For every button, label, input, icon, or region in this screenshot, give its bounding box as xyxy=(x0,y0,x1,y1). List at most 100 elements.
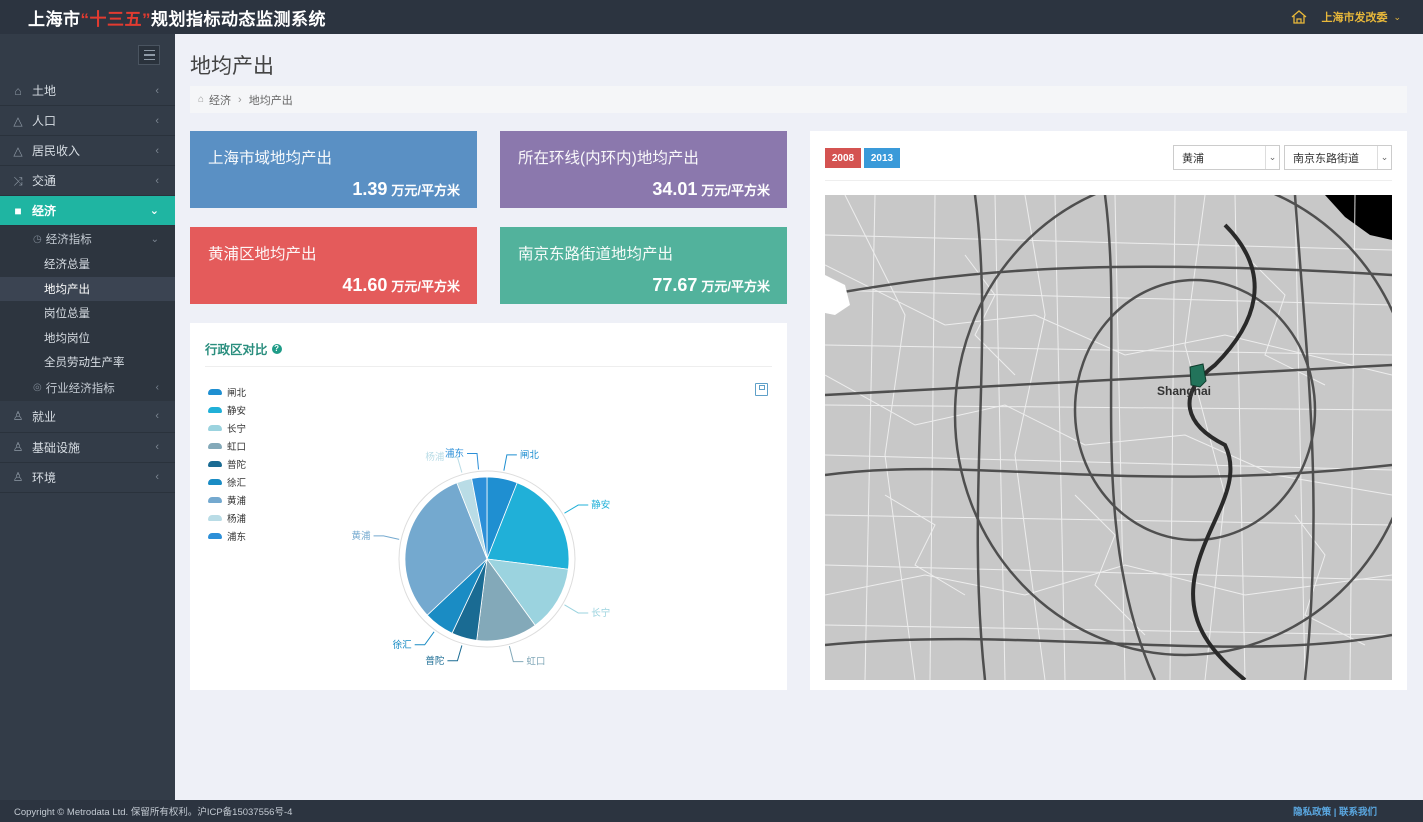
legend-swatch xyxy=(208,425,222,431)
pie-slice[interactable] xyxy=(486,558,569,626)
legend-item[interactable]: 虹口 xyxy=(208,437,246,455)
dashboard-icon: ◷ xyxy=(33,233,42,245)
sidebar-toggle-button[interactable] xyxy=(138,45,160,65)
bag-icon: △ xyxy=(13,113,23,128)
chevron-left-icon: ‹ xyxy=(155,471,159,483)
legend-label: 静安 xyxy=(227,406,247,417)
sidebar-item-land[interactable]: ⌂ 土地 ‹ xyxy=(0,76,175,106)
sidebar-item-label: 人口 xyxy=(32,114,57,128)
sidebar-item-employment[interactable]: ♙ 就业 ‹ xyxy=(0,401,175,433)
submenu-item-output-per-land[interactable]: 地均产出 xyxy=(0,276,175,301)
sidebar-item-population[interactable]: △ 人口 ‹ xyxy=(0,106,175,136)
panel-title: 行政区对比? xyxy=(205,339,282,358)
legend-label: 浦东 xyxy=(227,532,247,543)
stat-value: 77.67 xyxy=(652,275,698,295)
pie-slice[interactable] xyxy=(404,482,488,616)
chevron-left-icon: ‹ xyxy=(155,410,159,422)
chevron-right-icon: › xyxy=(238,93,242,106)
stat-card-city: 上海市域地均产出 1.39 万元/平方米 xyxy=(190,131,477,208)
pie-label: 静安 xyxy=(591,499,610,511)
legend-swatch xyxy=(208,533,222,539)
sidebar-item-label: 土地 xyxy=(32,84,57,98)
sidebar-item-environment[interactable]: ♙ 环境 ‹ xyxy=(0,463,175,493)
footer-links[interactable]: 隐私政策 | 联系我们 xyxy=(1293,807,1377,818)
user-name[interactable]: 上海市发改委 xyxy=(1321,12,1388,24)
submenu-item-jobs-total[interactable]: 岗位总量 xyxy=(44,308,90,321)
home-icon[interactable] xyxy=(1291,10,1307,24)
legend-label: 杨浦 xyxy=(227,514,247,525)
sidebar-item-label: 基础设施 xyxy=(32,440,81,455)
submenu-item-total[interactable]: 经济总量 xyxy=(44,259,90,272)
pie-leader-line xyxy=(414,631,435,646)
district-select[interactable]: 黄浦 ⌄ xyxy=(1173,145,1280,170)
year-button-2008[interactable]: 2008 xyxy=(825,148,861,168)
pie-leader-line xyxy=(467,452,480,470)
street-select-value: 南京东路街道 xyxy=(1293,152,1359,165)
page-title: 地均产出 xyxy=(190,55,274,78)
pie-slice[interactable] xyxy=(486,482,570,570)
legend-item[interactable]: 徐汇 xyxy=(208,473,246,491)
stat-title: 黄浦区地均产出 xyxy=(208,246,317,263)
pie-label: 闸北 xyxy=(520,449,540,461)
sidebar-item-label: 环境 xyxy=(32,470,57,485)
sidebar-item-label: 居民收入 xyxy=(32,144,81,158)
stat-value-row: 41.60 万元/平方米 xyxy=(342,275,460,296)
chevron-down-icon: ⌄ xyxy=(150,233,159,245)
stat-title: 所在环线(内环内)地均产出 xyxy=(518,150,699,167)
submenu-item-productivity[interactable]: 全员劳动生产率 xyxy=(44,357,125,370)
sidebar-item-traffic[interactable]: ⤨ 交通 ‹ xyxy=(0,166,175,196)
stat-card-district: 黄浦区地均产出 41.60 万元/平方米 xyxy=(190,227,477,304)
pie-label: 虹口 xyxy=(526,657,545,668)
sidebar-item-label: 交通 xyxy=(32,174,57,188)
sidebar-item-income[interactable]: △ 居民收入 ‹ xyxy=(0,136,175,166)
map-city-label: Shanghai xyxy=(1157,384,1211,398)
legend-label: 普陀 xyxy=(227,460,247,471)
chevron-left-icon: ‹ xyxy=(155,174,159,187)
breadcrumb-item[interactable]: 经济 xyxy=(209,94,232,107)
submenu-group-industry[interactable]: ◎ 行业经济指标 ‹ xyxy=(0,375,175,401)
district-map[interactable]: Shanghai xyxy=(825,195,1392,680)
pie-leader-line xyxy=(564,504,589,514)
user-icon: ♙ xyxy=(12,409,24,423)
legend-swatch xyxy=(208,407,222,413)
chevron-down-icon[interactable]: ⌄ xyxy=(1393,11,1401,22)
legend-item[interactable]: 杨浦 xyxy=(208,509,246,527)
stat-card-ring: 所在环线(内环内)地均产出 34.01 万元/平方米 xyxy=(500,131,787,208)
chevron-left-icon: ‹ xyxy=(155,441,159,453)
breadcrumb: ⌂ 经济 › 地均产出 xyxy=(190,86,1407,113)
submenu-group-economy-indicators[interactable]: ◷ 经济指标 ⌄ xyxy=(0,226,175,252)
pie-slice[interactable] xyxy=(476,557,536,642)
divider xyxy=(825,180,1392,181)
sidebar-item-economy[interactable]: ■ 经济 ⌄ xyxy=(0,196,175,226)
sidebar-item-label: 经济 xyxy=(32,204,57,218)
top-bar: 上海市“十三五”规划指标动态监测系统 上海市发改委 ⌄ xyxy=(0,0,1423,34)
legend-item[interactable]: 浦东 xyxy=(208,527,246,545)
submenu-item-jobs-per-land[interactable]: 地均岗位 xyxy=(44,332,90,345)
legend-item[interactable]: 普陀 xyxy=(208,455,246,473)
stat-value-row: 77.67 万元/平方米 xyxy=(652,275,770,296)
street-select[interactable]: 南京东路街道 ⌄ xyxy=(1284,145,1392,170)
chart-legend: 闸北静安长宁 虹口普陀徐汇 黄浦杨浦浦东 xyxy=(208,383,246,545)
legend-item[interactable]: 黄浦 xyxy=(208,491,246,509)
shuffle-icon: ⤨ xyxy=(13,173,23,188)
pie-label: 杨浦 xyxy=(425,451,445,463)
user-menu[interactable]: 上海市发改委 ⌄ xyxy=(1291,0,1401,34)
chevron-left-icon: ‹ xyxy=(155,84,159,97)
user-icon: ♙ xyxy=(12,440,24,454)
save-image-icon[interactable] xyxy=(755,383,768,396)
pie-outline xyxy=(398,470,576,648)
sidebar-item-infrastructure[interactable]: ♙ 基础设施 ‹ xyxy=(0,433,175,463)
pie-label: 徐汇 xyxy=(393,639,413,651)
legend-item[interactable]: 长宁 xyxy=(208,419,246,437)
pie-slice[interactable] xyxy=(471,476,488,560)
stat-value: 41.60 xyxy=(342,275,388,295)
year-button-2013[interactable]: 2013 xyxy=(864,148,900,168)
legend-item[interactable]: 闸北 xyxy=(208,383,246,401)
breadcrumb-item: 地均产出 xyxy=(248,94,293,107)
legend-item[interactable]: 静安 xyxy=(208,401,246,419)
chevron-left-icon: ‹ xyxy=(155,144,159,157)
help-icon[interactable]: ? xyxy=(271,343,282,354)
chevron-down-icon: ⌄ xyxy=(149,205,159,217)
footer: Copyright © Metrodata Ltd. 保留所有权利。沪ICP备1… xyxy=(0,800,1423,822)
